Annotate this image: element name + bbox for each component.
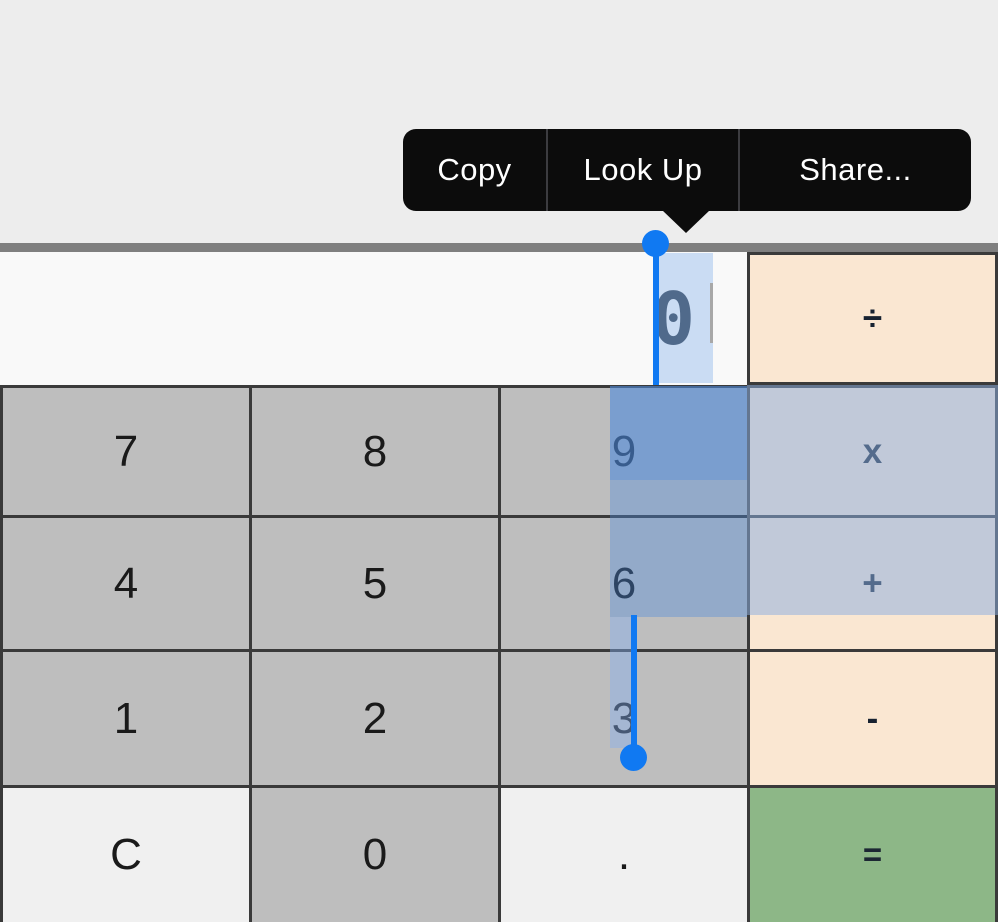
selection-start-handle[interactable] bbox=[642, 230, 669, 257]
key-equals[interactable]: = bbox=[750, 788, 995, 922]
key-7[interactable]: 7 bbox=[3, 388, 249, 515]
key-1[interactable]: 1 bbox=[3, 652, 249, 785]
key-5[interactable]: 5 bbox=[252, 518, 498, 649]
key-plus[interactable]: + bbox=[750, 518, 995, 649]
key-6[interactable]: 6 bbox=[501, 518, 747, 649]
context-menu-arrow bbox=[662, 210, 710, 233]
context-menu: Copy Look Up Share... bbox=[403, 129, 971, 211]
key-multiply[interactable]: x bbox=[750, 388, 995, 515]
selection-end-handle-line bbox=[631, 615, 637, 758]
key-decimal[interactable]: . bbox=[501, 788, 747, 922]
selection-start-handle-line bbox=[653, 244, 659, 385]
menu-item-look-up[interactable]: Look Up bbox=[583, 152, 703, 187]
key-8[interactable]: 8 bbox=[252, 388, 498, 515]
key-2[interactable]: 2 bbox=[252, 652, 498, 785]
menu-separator bbox=[738, 129, 740, 211]
key-clear[interactable]: C bbox=[3, 788, 249, 922]
key-minus[interactable]: - bbox=[750, 652, 995, 785]
menu-item-share[interactable]: Share... bbox=[799, 152, 912, 187]
key-4[interactable]: 4 bbox=[3, 518, 249, 649]
menu-item-copy[interactable]: Copy bbox=[437, 152, 512, 187]
calc-display[interactable]: 0 bbox=[0, 252, 747, 385]
keypad: 7 8 9 x 4 5 6 + 1 2 3 - C 0 . = bbox=[0, 385, 998, 922]
selection-end-handle[interactable] bbox=[620, 744, 647, 771]
page-divider-bar bbox=[0, 243, 998, 252]
key-divide[interactable]: ÷ bbox=[747, 252, 998, 385]
key-9[interactable]: 9 bbox=[501, 388, 747, 515]
menu-separator bbox=[546, 129, 548, 211]
key-0[interactable]: 0 bbox=[252, 788, 498, 922]
